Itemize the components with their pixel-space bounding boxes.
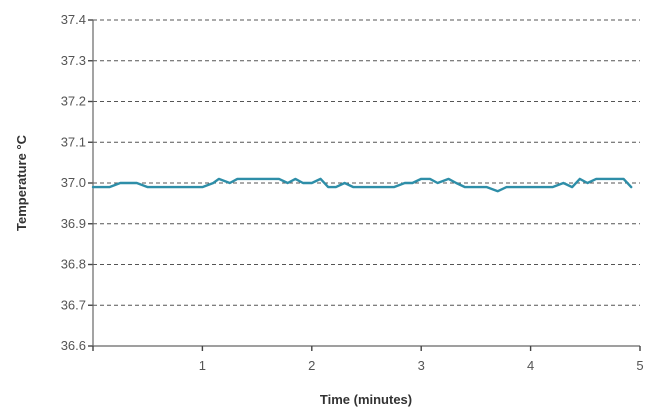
y-tick-label: 37.3 [61, 53, 86, 68]
y-tick-label: 37.2 [61, 94, 86, 109]
y-tick-label: 37.4 [61, 12, 86, 27]
y-axis-title: Temperature °C [14, 134, 29, 231]
y-tick-label: 36.6 [61, 338, 86, 353]
y-tick-label: 36.8 [61, 257, 86, 272]
y-tick-label: 36.9 [61, 216, 86, 231]
temperature-series-line [91, 177, 633, 193]
x-tick-label: 3 [418, 358, 425, 373]
x-tick-label: 1 [199, 358, 206, 373]
y-tick-label: 37.1 [61, 134, 86, 149]
y-tick-label: 36.7 [61, 297, 86, 312]
x-tick-label: 2 [308, 358, 315, 373]
axes [88, 19, 641, 351]
x-tick-label: 5 [636, 358, 643, 373]
series-lines [91, 177, 633, 193]
x-tick-label: 4 [527, 358, 534, 373]
x-axis-title: Time (minutes) [320, 392, 412, 407]
grid-lines [93, 19, 640, 306]
y-tick-label: 37.0 [61, 175, 86, 190]
tick-labels: 36.6 36.7 36.8 36.9 37.0 37.1 37.2 37.3 37.4 1 2 3 4… [61, 12, 644, 373]
